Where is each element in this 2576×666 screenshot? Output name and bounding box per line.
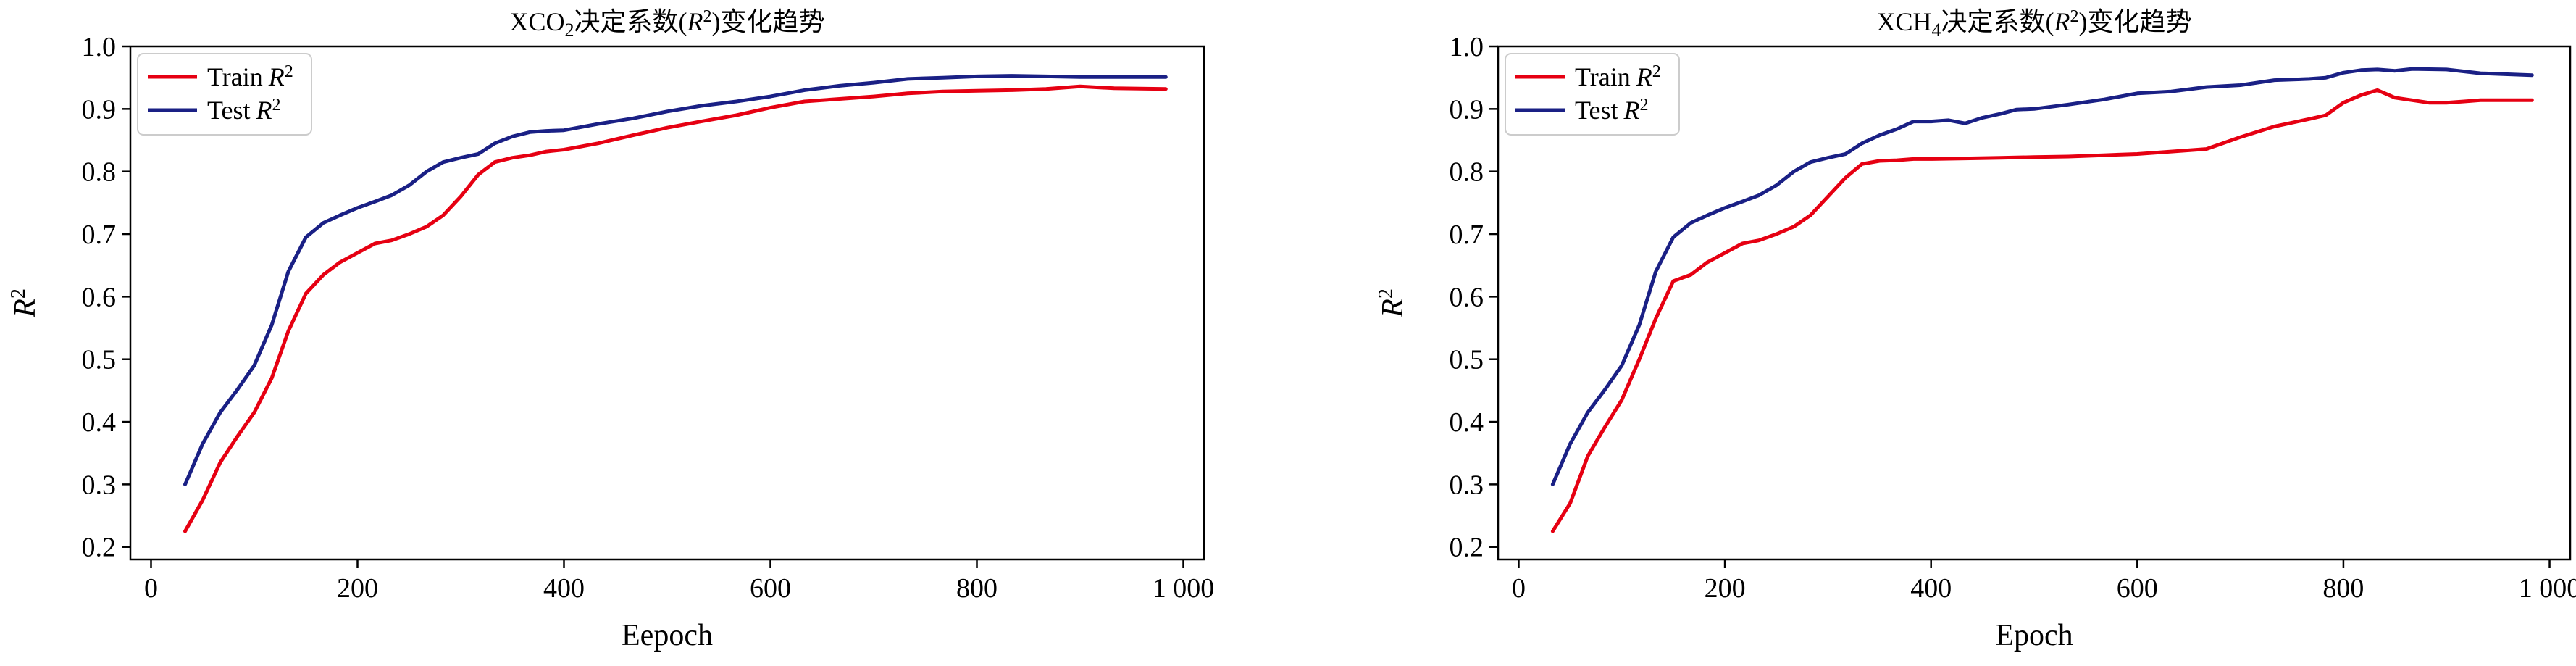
chart-title-superscript: 2: [2070, 7, 2079, 26]
legend-series-name: Test: [207, 96, 250, 125]
chart-title: XCO2决定系数(R2)变化趋势: [509, 7, 824, 41]
chart-title-main: XCO: [509, 7, 564, 36]
legend-series-r: R: [268, 62, 285, 91]
y-tick-label: 0.7: [82, 220, 117, 250]
series-line-test: [183, 74, 1168, 486]
legend-series-superscript: 2: [272, 96, 280, 115]
chart-title-rest: 决定系数(: [1941, 7, 2054, 36]
legend-label-train: Train R2: [1575, 62, 1661, 91]
legend-series-r: R: [1623, 96, 1639, 125]
y-tick-label: 0.4: [1450, 407, 1484, 438]
y-tick-label: 0.2: [1450, 533, 1484, 563]
x-axis-label: Epoch: [1995, 619, 2073, 652]
y-axis-label-r: R: [1376, 299, 1410, 318]
x-tick-label: 400: [543, 573, 585, 604]
legend-series-name: Test: [1575, 96, 1618, 125]
chart-title-superscript: 2: [703, 7, 712, 26]
legend-series-superscript: 2: [1652, 62, 1661, 81]
y-tick-label: 0.9: [1450, 94, 1484, 125]
chart-title-rest: 决定系数(: [574, 7, 687, 36]
x-tick-label: 600: [750, 573, 791, 604]
x-tick-label: 1 000: [1153, 573, 1215, 604]
chart-title-r: R: [687, 7, 703, 36]
x-tick-label: 200: [337, 573, 378, 604]
y-tick-label: 0.5: [82, 345, 117, 375]
y-tick-label: 0.6: [82, 282, 117, 312]
legend-series-superscript: 2: [1639, 96, 1648, 115]
x-tick-label: 600: [2117, 573, 2158, 604]
series-line-test: [1550, 67, 2534, 486]
chart-title-main: XCH: [1876, 7, 1931, 36]
x-tick-label: 200: [1705, 573, 1746, 604]
legend-label-test: Test R2: [207, 96, 280, 125]
y-tick-label: 1.0: [82, 32, 117, 62]
y-tick-label: 0.3: [1450, 470, 1484, 500]
chart-title-tail: )变化趋势: [2079, 7, 2192, 36]
legend-label-train: Train R2: [207, 62, 293, 91]
x-tick-label: 1 000: [2519, 573, 2576, 604]
chart-title-subscript: 2: [565, 20, 574, 41]
chart-title-tail: )变化趋势: [712, 7, 825, 36]
y-tick-label: 1.0: [1450, 32, 1484, 62]
x-tick-label: 0: [144, 573, 158, 604]
legend-box: [1505, 53, 1680, 136]
y-tick-label: 0.2: [82, 533, 117, 563]
y-tick-label: 0.3: [82, 470, 117, 500]
y-tick-label: 0.4: [82, 407, 117, 438]
plot-frame: [129, 45, 1205, 561]
chart-title: XCH4决定系数(R2)变化趋势: [1876, 7, 2191, 41]
legend-series-name: Train: [1575, 62, 1631, 91]
legend-label-test: Test R2: [1575, 96, 1648, 125]
y-tick-label: 0.8: [82, 157, 117, 188]
legend-series-name: Train: [207, 62, 263, 91]
legend-series-superscript: 2: [285, 62, 293, 81]
x-tick-label: 0: [1512, 573, 1526, 604]
x-axis-label: Eepoch: [622, 619, 713, 652]
y-axis-label-superscript: 2: [7, 288, 30, 299]
legend-box: [137, 53, 312, 136]
x-tick-label: 800: [2322, 573, 2364, 604]
y-tick-label: 0.9: [82, 94, 117, 125]
chart-title-subscript: 4: [1932, 20, 1941, 41]
x-tick-label: 400: [1910, 573, 1952, 604]
series-line-train: [183, 84, 1168, 533]
y-axis-label-superscript: 2: [1375, 288, 1397, 299]
y-tick-label: 0.8: [1450, 157, 1484, 188]
y-tick-label: 0.7: [1450, 220, 1484, 250]
y-axis-label: R2: [1375, 288, 1410, 318]
series-line-train: [1550, 88, 2534, 533]
legend-series-r: R: [1636, 62, 1652, 91]
y-axis-label: R2: [7, 288, 42, 318]
chart-title-r: R: [2054, 7, 2070, 36]
y-axis-label-r: R: [9, 299, 42, 318]
legend-series-r: R: [255, 96, 272, 125]
y-tick-label: 0.5: [1450, 345, 1484, 375]
y-tick-label: 0.6: [1450, 282, 1484, 312]
plot-frame: [1497, 45, 2572, 561]
x-tick-label: 800: [956, 573, 998, 604]
